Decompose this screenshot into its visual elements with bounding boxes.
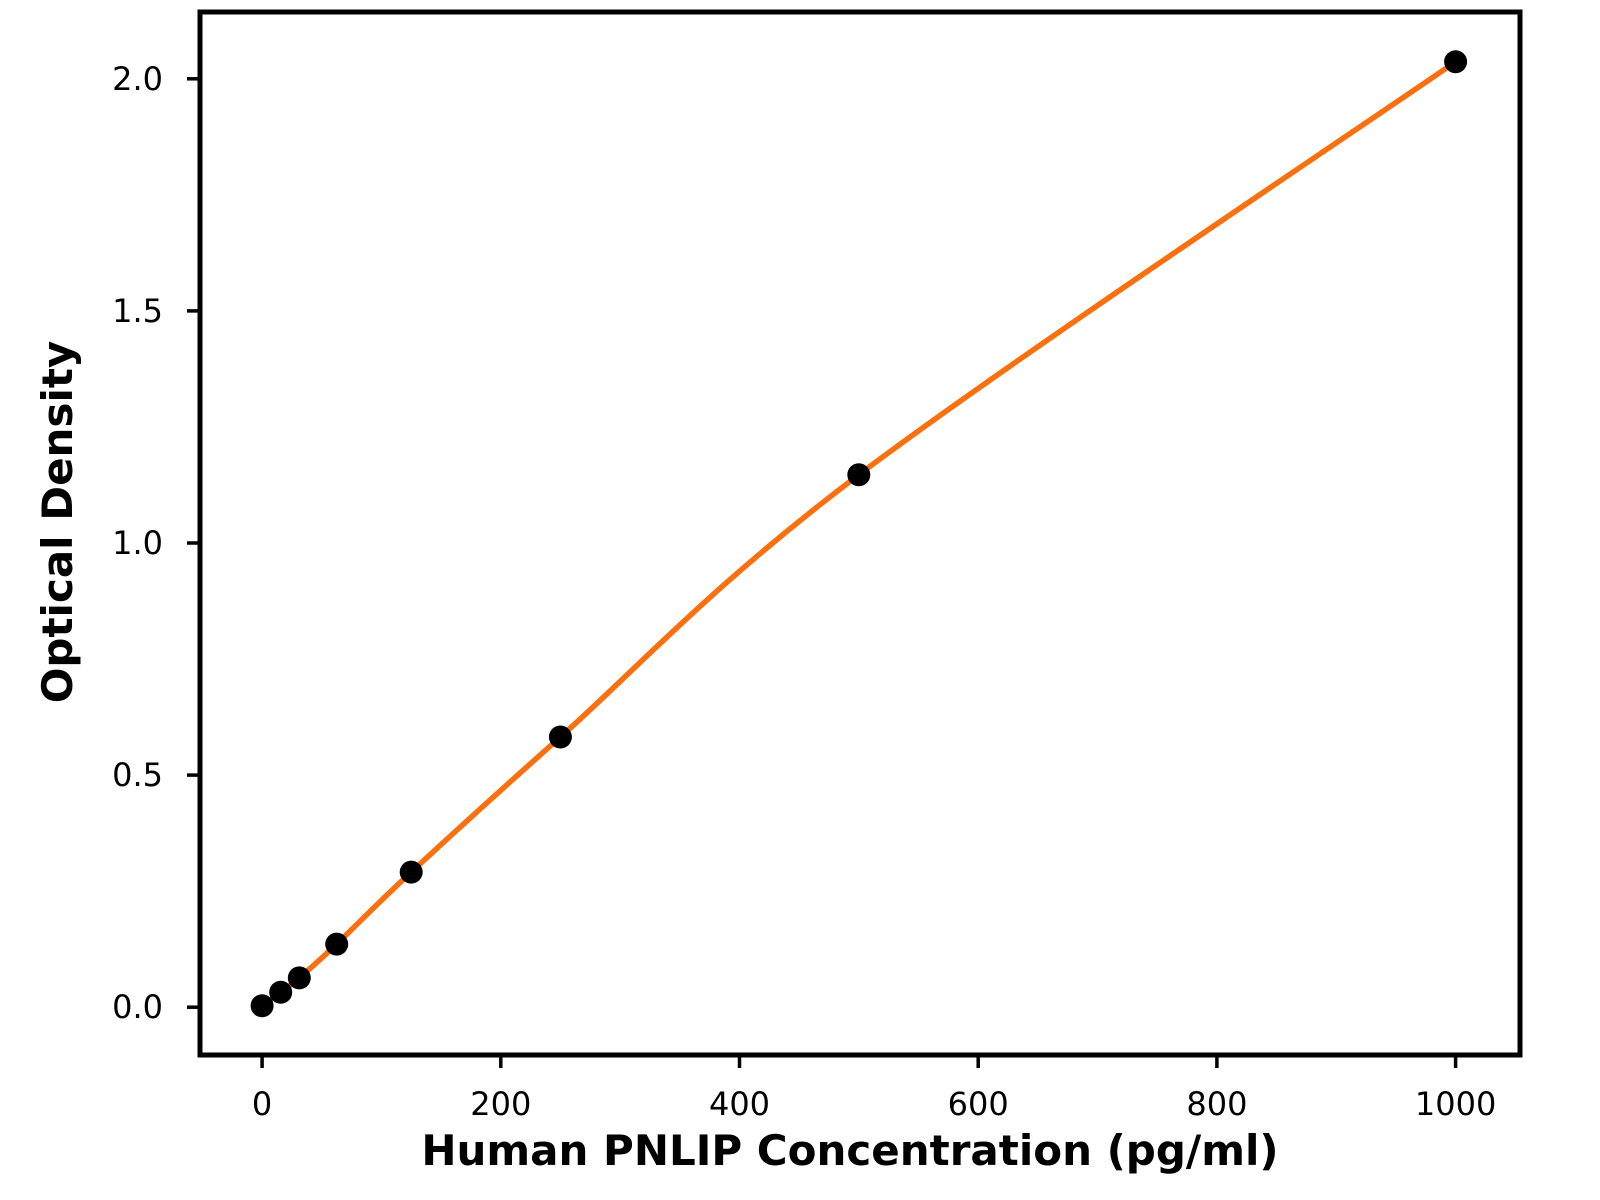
data-point: [399, 860, 423, 884]
x-tick-label: 400: [709, 1085, 770, 1123]
y-tick-label: 0.0: [112, 988, 163, 1026]
x-tick-label: 800: [1186, 1085, 1247, 1123]
data-point: [269, 980, 293, 1004]
y-tick-label: 1.5: [112, 292, 163, 330]
x-axis-title: Human PNLIP Concentration (pg/ml): [421, 1126, 1278, 1175]
standard-curve-line: [259, 58, 1459, 1009]
x-tick-label: 1000: [1415, 1085, 1496, 1123]
data-point: [250, 994, 274, 1018]
data-point: [287, 966, 311, 990]
data-point: [325, 932, 349, 956]
data-point: [847, 463, 871, 487]
y-tick-label: 0.5: [112, 756, 163, 794]
data-point: [548, 725, 572, 749]
y-tick-label: 1.0: [112, 524, 163, 562]
x-tick-label: 600: [948, 1085, 1009, 1123]
data-point: [1444, 50, 1468, 74]
y-tick-label: 2.0: [112, 60, 163, 98]
x-tick-label: 0: [252, 1085, 272, 1123]
x-tick-label: 200: [470, 1085, 531, 1123]
plot-frame: [197, 9, 1523, 1058]
y-axis-title: Optical Density: [33, 341, 82, 704]
